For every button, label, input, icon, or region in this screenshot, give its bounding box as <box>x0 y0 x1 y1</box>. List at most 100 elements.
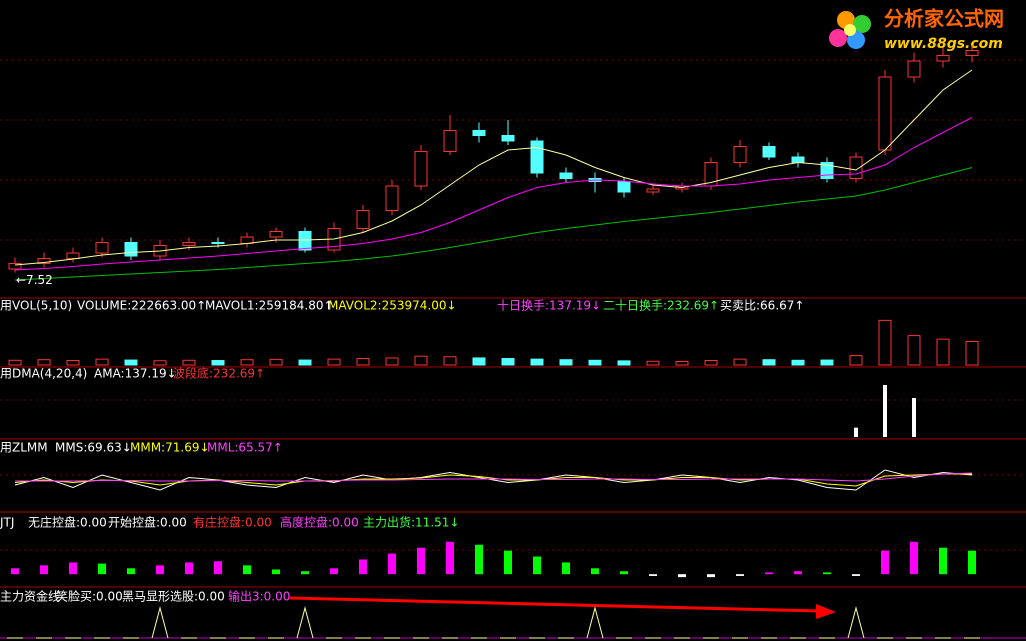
jtj-bar <box>446 541 454 575</box>
jtj-bar <box>127 568 135 575</box>
jtj-bar <box>98 563 106 575</box>
spike <box>586 606 604 639</box>
jtj-bar <box>69 562 77 575</box>
legend-entry: 买卖比:66.67↑ <box>720 299 804 313</box>
price-label: ←7.52 <box>16 273 53 287</box>
legend-entry: 主力出货:11.51↓ <box>363 515 459 530</box>
jtj-bar <box>649 574 657 576</box>
spike <box>296 606 314 639</box>
candle-body <box>472 130 486 136</box>
jtj-bar <box>388 553 396 575</box>
candle-body <box>733 146 747 163</box>
volume-bar <box>849 355 863 366</box>
volume-bar <box>124 359 138 366</box>
legend-entry: MML:65.57↑ <box>207 441 283 455</box>
indicator-line <box>14 167 973 281</box>
candle-body <box>124 242 138 257</box>
arrow-line <box>289 596 821 613</box>
volume-bar <box>820 359 834 366</box>
jtj-bar <box>11 568 19 575</box>
jtj-bar <box>939 547 947 575</box>
volume-bar <box>617 360 631 366</box>
indicator-line <box>14 69 973 266</box>
volume-bar <box>907 335 921 366</box>
jtj-bar <box>968 550 976 575</box>
logo-petal <box>829 29 847 47</box>
candle-body <box>791 156 805 163</box>
legend-entry: 开始控盘:0.00 <box>108 515 187 530</box>
legend-entry: 主力资金线 <box>0 589 60 604</box>
volume-bar <box>530 358 544 366</box>
panel-frames <box>0 297 1026 639</box>
volume-bar <box>269 358 283 366</box>
indicator-line <box>14 473 972 487</box>
candle-body <box>936 55 950 62</box>
volume-bar <box>733 358 747 366</box>
volume-bar <box>791 359 805 366</box>
jtj-bar <box>417 547 425 575</box>
volume-bar <box>704 360 718 366</box>
legend-entry: 无庄控盘:0.00 <box>28 515 107 530</box>
watermark-url: www.88gs.com <box>884 36 1003 52</box>
legend-entry: 十日换手:137.19↓ <box>497 299 601 313</box>
arrow-head <box>816 604 836 619</box>
jtj-bar <box>301 571 309 575</box>
jtj-bar <box>243 565 251 575</box>
legend-entry: 笑脸买:0.00 <box>56 589 123 604</box>
volume-bar <box>356 358 370 366</box>
jtj-bar <box>591 568 599 575</box>
legend-entry: 二十日换手:232.69↑ <box>603 299 719 313</box>
jtj-bar <box>794 571 802 575</box>
candle-body <box>501 135 515 142</box>
candle-body <box>414 151 428 187</box>
legend-entry: 有庄控盘:0.00 <box>193 515 272 530</box>
candle-body <box>907 60 921 78</box>
volume-bar <box>443 356 457 366</box>
candle-body <box>356 210 370 229</box>
volume-bar <box>675 360 689 366</box>
candle-body <box>66 252 80 259</box>
legend-entry: 黑马显形选股:0.00 <box>122 590 225 604</box>
legend-entry: 用DMA(4,20,4) <box>0 367 87 381</box>
legend-entry: 用ZLMM <box>0 441 48 455</box>
jtj-bar <box>562 562 570 575</box>
candle-body <box>965 50 979 56</box>
candle-body <box>211 242 225 244</box>
volume-bar <box>414 355 428 366</box>
candle-body <box>762 146 776 158</box>
logo-petal <box>853 15 871 33</box>
jtj-bar <box>910 541 918 575</box>
volume-bar <box>298 359 312 366</box>
volume-bar <box>646 360 660 366</box>
indicator-line <box>14 117 973 271</box>
candle-body <box>8 263 22 270</box>
candle-body <box>617 181 631 193</box>
legend-entry: 用VOL(5,10) <box>0 299 72 313</box>
candle-body <box>269 231 283 238</box>
logo-center <box>844 24 856 36</box>
volume-bar <box>327 358 341 366</box>
bar <box>912 398 916 437</box>
volume-bar <box>153 360 167 366</box>
logo: 分析家公式网 www.88gs.com <box>829 7 1004 52</box>
jtj-bar <box>852 574 860 576</box>
jtj-bar <box>272 569 280 575</box>
volume-bar <box>762 359 776 366</box>
volume-bar <box>240 359 254 366</box>
candle-body <box>878 76 892 151</box>
volume-bar <box>472 357 486 366</box>
candle-body <box>385 185 399 211</box>
legend-entry: VOLUME:222663.00↑ <box>77 299 206 313</box>
candle-body <box>95 242 109 254</box>
legend-entry: MMM:71.69↓ <box>130 441 210 455</box>
jtj-bar <box>678 574 686 578</box>
legend-entry: JTJ <box>0 516 14 530</box>
jtj-bar <box>156 565 164 575</box>
bar <box>854 427 858 437</box>
jtj-bar <box>823 572 831 575</box>
volume-bar <box>182 359 196 366</box>
volume-bar <box>8 359 22 366</box>
jtj-bar <box>359 559 367 575</box>
candle-body <box>182 242 196 246</box>
